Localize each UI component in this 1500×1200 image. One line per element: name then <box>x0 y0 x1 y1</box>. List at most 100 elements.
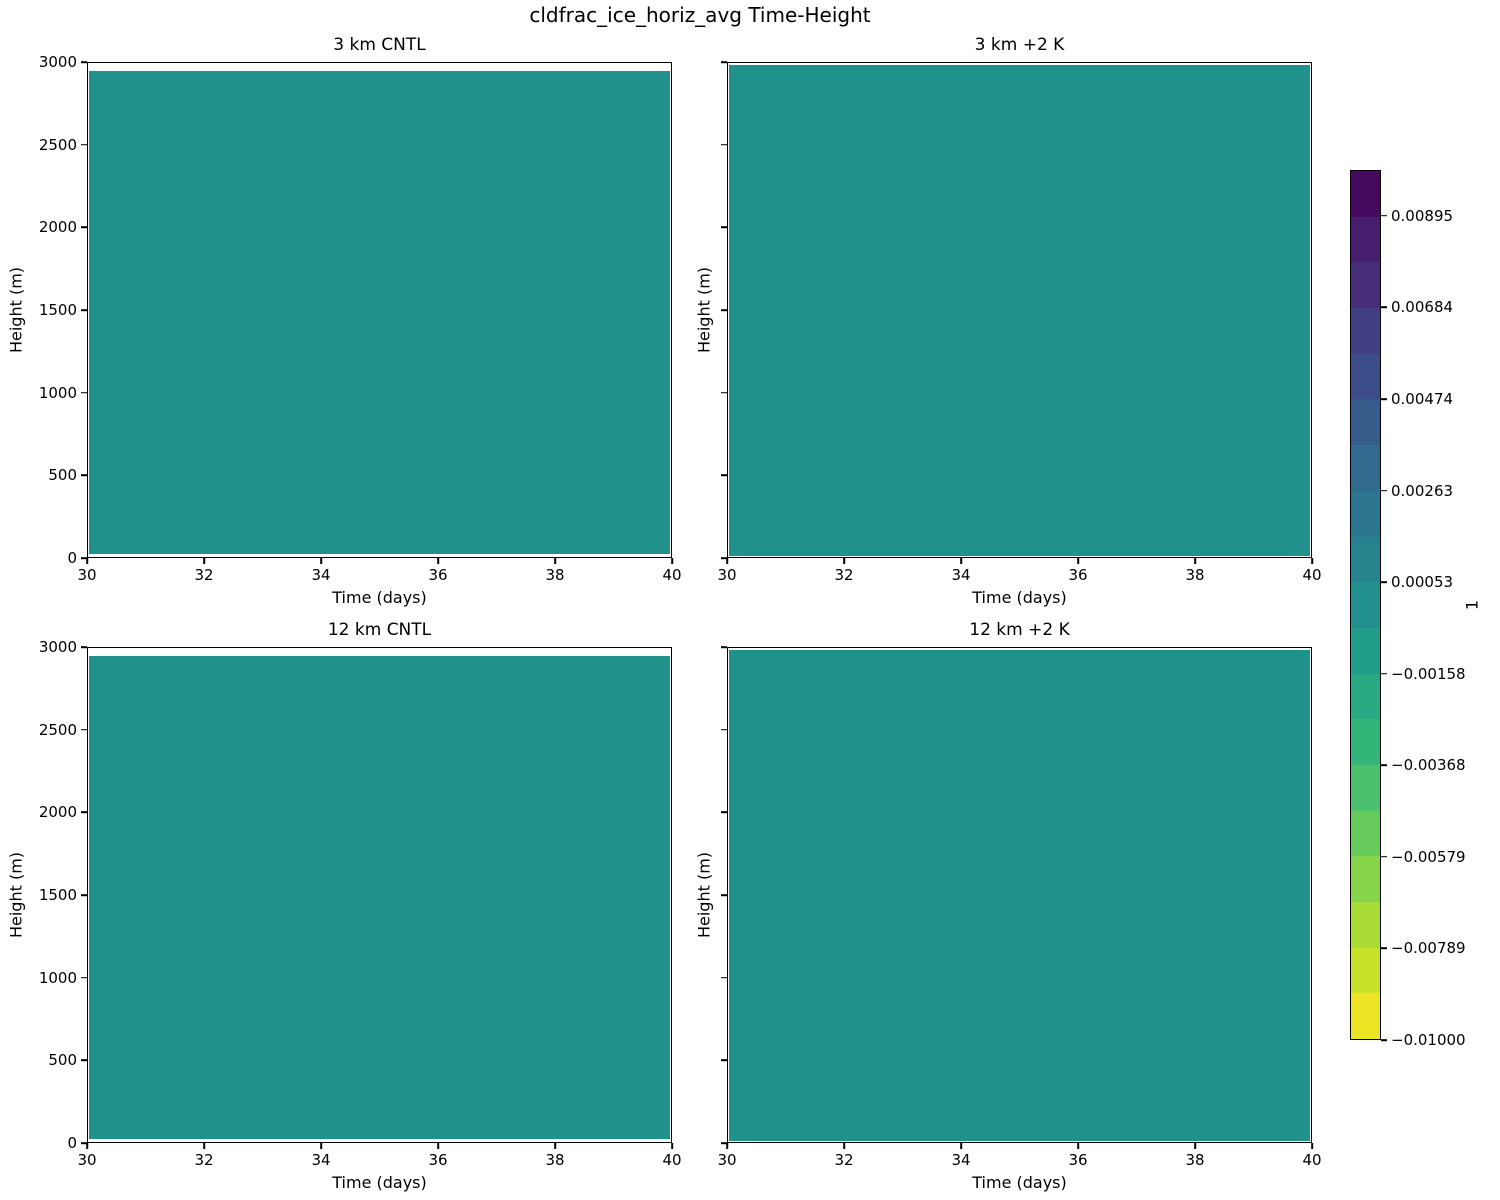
y-tick-mark <box>81 143 87 146</box>
colorbar-band <box>1351 673 1380 720</box>
y-tick-mark <box>81 976 87 979</box>
x-tick-mark <box>203 1143 205 1149</box>
x-tick-mark <box>843 1143 845 1149</box>
colorbar-tick-mark <box>1381 764 1387 767</box>
y-axis-label: Height (m) <box>6 851 26 939</box>
x-tick-label: 40 <box>1302 1151 1322 1169</box>
y-axis-label: Height (m) <box>6 266 26 354</box>
x-tick-label: 40 <box>1302 566 1322 584</box>
colorbar-band <box>1351 627 1380 674</box>
x-tick-label: 30 <box>717 1151 737 1169</box>
y-tick-label: 1500 <box>38 886 77 904</box>
x-tick-mark <box>86 1143 88 1149</box>
x-tick-mark <box>1311 558 1313 564</box>
y-axis-label: Height (m) <box>694 266 714 354</box>
colorbar-tick-mark <box>1381 581 1387 583</box>
colorbar-tick-label: 0.00263 <box>1391 481 1454 500</box>
x-axis-label: Time (days) <box>972 588 1067 607</box>
y-tick-mark <box>721 557 727 559</box>
y-tick-mark <box>721 61 727 63</box>
y-tick-mark <box>721 1059 727 1062</box>
plot-area <box>727 62 1312 558</box>
x-tick-label: 32 <box>194 566 214 584</box>
y-tick-mark <box>81 226 87 229</box>
y-tick-mark <box>721 728 727 731</box>
y-tick-label: 0 <box>67 549 77 567</box>
colorbar-tick-mark <box>1381 306 1387 309</box>
colorbar-tick-label: −0.01000 <box>1391 1031 1466 1049</box>
x-tick-mark <box>1194 1143 1196 1149</box>
x-tick-label: 38 <box>545 566 565 584</box>
x-tick-mark <box>86 558 88 564</box>
x-tick-mark <box>437 558 439 564</box>
y-tick-label: 1500 <box>38 301 77 319</box>
subplot-12km-cntl: 12 km CNTL 30 32 34 36 38 40 Time (days)… <box>7 620 682 1192</box>
y-tick-mark <box>81 61 87 63</box>
y-tick-mark <box>81 391 87 394</box>
y-tick-label: 1000 <box>38 383 77 402</box>
colorbar-tick-label: −0.00579 <box>1391 847 1466 866</box>
x-tick-label: 30 <box>717 566 737 584</box>
y-tick-mark <box>81 894 87 896</box>
x-tick-label: 30 <box>77 1151 97 1169</box>
x-tick-label: 40 <box>662 1151 682 1169</box>
y-tick-mark <box>81 1059 87 1062</box>
x-tick-label: 34 <box>951 1151 971 1169</box>
colorbar-band <box>1351 902 1380 948</box>
x-tick-mark <box>726 558 728 564</box>
colorbar-band <box>1351 171 1380 217</box>
colorbar-tick-label: −0.00158 <box>1391 664 1466 683</box>
x-tick-label: 34 <box>311 1151 331 1169</box>
x-tick-mark <box>1311 1143 1313 1149</box>
y-tick-mark <box>721 474 727 477</box>
colorbar-unit-label: 1 <box>1462 599 1482 611</box>
x-tick-label: 32 <box>834 1151 854 1169</box>
y-tick-label: 2500 <box>38 720 77 739</box>
colorbar-tick-label: 0.00474 <box>1391 389 1454 408</box>
colorbar-band <box>1351 993 1380 1040</box>
x-tick-mark <box>320 1143 322 1149</box>
x-axis-label: Time (days) <box>332 1173 427 1192</box>
y-tick-mark <box>721 646 727 648</box>
y-tick-label: 2500 <box>38 135 77 154</box>
x-tick-label: 38 <box>1185 1151 1205 1169</box>
x-tick-mark <box>203 558 205 564</box>
x-axis-label: Time (days) <box>332 588 427 607</box>
x-axis-label: Time (days) <box>972 1173 1067 1192</box>
colorbar-band <box>1351 582 1380 628</box>
y-tick-mark <box>81 728 87 731</box>
x-tick-mark <box>726 1143 728 1149</box>
colorbar-tick-mark <box>1381 672 1387 675</box>
colorbar-tick-label: 0.00684 <box>1391 298 1454 317</box>
subplot-title: 3 km CNTL <box>333 35 426 55</box>
heatmap-fill <box>89 656 670 1139</box>
colorbar-band <box>1351 399 1380 446</box>
x-tick-label: 40 <box>662 566 682 584</box>
x-tick-mark <box>960 1143 962 1149</box>
colorbar-band <box>1351 536 1380 583</box>
x-tick-mark <box>1077 558 1079 564</box>
subplot-title: 12 km +2 K <box>969 620 1070 640</box>
x-tick-label: 32 <box>194 1151 214 1169</box>
colorbar-band <box>1351 719 1380 765</box>
y-tick-label: 0 <box>67 1134 77 1152</box>
x-tick-mark <box>320 558 322 564</box>
subplot-title: 12 km CNTL <box>327 620 432 640</box>
plot-area <box>727 647 1312 1143</box>
y-tick-mark <box>721 976 727 979</box>
colorbar-tick-mark <box>1381 489 1387 492</box>
y-tick-mark <box>81 811 87 814</box>
x-tick-label: 38 <box>1185 566 1205 584</box>
x-tick-label: 32 <box>834 566 854 584</box>
y-tick-mark <box>721 309 727 311</box>
colorbar-tick-label: 0.00053 <box>1391 573 1454 592</box>
figure-title: cldfrac_ice_horiz_avg Time-Height <box>529 3 871 27</box>
y-axis-label: Height (m) <box>694 851 714 939</box>
y-tick-mark <box>81 646 87 648</box>
colorbar-tick-label: −0.00789 <box>1391 939 1466 958</box>
y-tick-label: 2000 <box>38 218 77 237</box>
y-tick-mark <box>81 557 87 559</box>
subplot-3km-cntl: 3 km CNTL 30 32 34 36 38 40 Time (days) … <box>7 35 682 607</box>
heatmap-fill <box>729 64 1310 556</box>
